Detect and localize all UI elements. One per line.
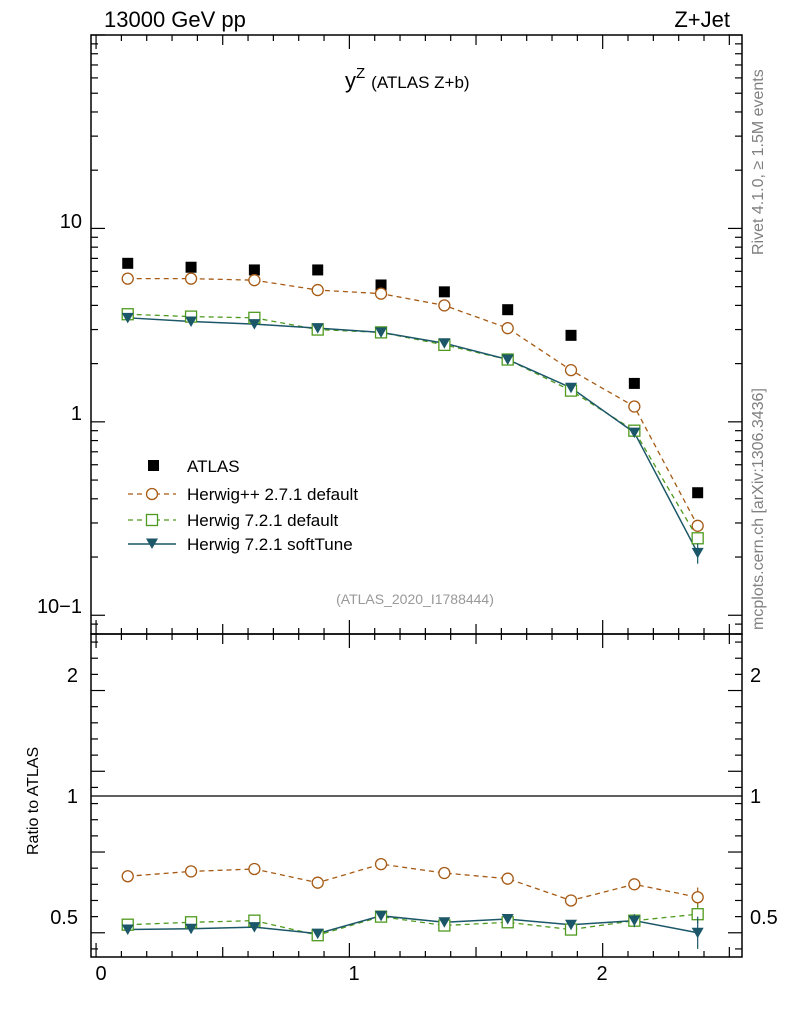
main-ytick-label-1: 1	[71, 403, 82, 425]
ratio-point-softtune	[185, 923, 198, 935]
ratio-line-herwigpp	[127, 863, 698, 902]
main-point-herwigpp	[564, 364, 578, 377]
main-point-softtune	[185, 316, 198, 328]
main-point-atlas	[438, 286, 450, 298]
ratio-ytick-label-0.5-right: 0.5	[750, 907, 778, 929]
ratio-point-herwigpp	[691, 891, 704, 904]
ratio-series-markers	[121, 857, 704, 949]
main-point-herwigpp	[121, 272, 134, 285]
ratio-point-softtune	[628, 915, 641, 927]
main-point-herwigpp	[501, 322, 514, 335]
main-ytick-label-0.1: 10−1	[37, 596, 82, 618]
legend-label-herwig721: Herwig 7.2.1 default	[187, 511, 338, 530]
mcplots-label: mcplots.cern.ch [arXiv:1306.3436]	[750, 388, 767, 630]
plot-title-variable: y	[345, 68, 356, 93]
ratio-point-softtune	[438, 917, 451, 928]
legend-marker-herwigpp	[145, 487, 159, 501]
ratio-point-herwigpp	[628, 878, 641, 891]
main-point-atlas	[692, 487, 704, 499]
main-point-atlas	[375, 279, 387, 291]
main-point-herwigpp	[184, 272, 198, 285]
xtick-label-0: 0	[95, 963, 106, 985]
ratio-ylabel: Ratio to ATLAS	[25, 747, 42, 855]
ratio-point-herwigpp	[501, 872, 514, 885]
ratio-ytick-label-2: 2	[67, 665, 78, 687]
ratio-point-softtune	[565, 919, 578, 931]
main-point-atlas	[628, 377, 640, 389]
main-line-herwig721	[127, 313, 699, 539]
main-point-atlas	[312, 264, 324, 276]
xtick-label-2: 2	[596, 963, 607, 985]
xtick-label-1: 1	[348, 963, 359, 985]
plot-title-superscript: Z	[356, 65, 365, 82]
process-label: Z+Jet	[674, 7, 730, 32]
main-point-softtune	[565, 382, 578, 394]
main-series-lines	[127, 277, 699, 554]
ratio-plot-ticks	[91, 634, 742, 957]
main-point-atlas	[185, 261, 197, 273]
main-point-herwigpp	[691, 519, 704, 532]
ratio-point-softtune	[248, 922, 261, 933]
main-ytick-label-10: 10	[60, 211, 82, 233]
ratio-line-herwig721	[127, 913, 698, 936]
main-point-softtune	[311, 323, 324, 334]
ratio-point-herwigpp	[564, 894, 578, 907]
main-point-softtune	[438, 338, 451, 349]
analysis-label: (ATLAS_2020_I1788444)	[336, 591, 494, 607]
ratio-point-softtune	[501, 914, 514, 925]
rivet-version-label: Rivet 4.1.0, ≥ 1.5M events	[750, 69, 767, 255]
ratio-point-herwigpp	[121, 870, 134, 883]
ratio-point-herwigpp	[248, 862, 261, 876]
main-point-softtune	[248, 319, 261, 330]
ratio-point-softtune	[121, 924, 134, 936]
ratio-ytick-label-1-right: 1	[750, 786, 761, 808]
main-point-herwigpp	[438, 299, 451, 312]
main-point-softtune	[121, 312, 134, 324]
plot-title: yZ (ATLAS Z+b)	[345, 65, 470, 93]
main-ytick-label-0.1-text: 10−1	[37, 596, 82, 618]
main-point-softtune	[628, 427, 641, 439]
main-point-herwigpp	[628, 400, 641, 413]
main-point-atlas	[122, 257, 134, 269]
ratio-point-herwigpp	[311, 876, 324, 889]
main-point-softtune	[375, 327, 388, 338]
ratio-ytick-label-1: 1	[67, 786, 78, 808]
main-line-herwigpp	[127, 277, 699, 527]
main-series-markers	[121, 257, 704, 564]
main-plot-ticks	[91, 34, 742, 635]
ratio-point-softtune	[691, 927, 704, 939]
ratio-point-softtune	[311, 928, 324, 940]
main-point-atlas	[248, 264, 260, 276]
ratio-series-lines	[127, 863, 698, 936]
legend: ATLAS Herwig++ 2.7.1 default Herwig 7.2.…	[128, 457, 358, 554]
legend-label-atlas: ATLAS	[187, 457, 240, 476]
ratio-ytick-label-0.5: 0.5	[50, 907, 78, 929]
legend-marker-herwig721	[145, 513, 159, 527]
ratio-ytick-label-2-right: 2	[750, 665, 761, 687]
ratio-point-herwigpp	[374, 857, 388, 871]
ratio-point-softtune	[375, 910, 388, 922]
main-point-herwig721	[691, 532, 704, 545]
legend-marker-atlas	[148, 460, 159, 471]
ratio-line-softtune	[127, 915, 698, 935]
main-point-herwigpp	[248, 274, 261, 287]
main-point-atlas	[565, 329, 577, 341]
legend-label-softtune: Herwig 7.2.1 softTune	[187, 535, 353, 554]
ratio-point-herwigpp	[438, 866, 451, 880]
legend-marker-softtune	[146, 538, 158, 549]
energy-label: 13000 GeV pp	[104, 7, 246, 32]
main-point-herwigpp	[374, 287, 388, 300]
main-line-softtune	[127, 317, 699, 554]
plot-subtitle: (ATLAS Z+b)	[371, 73, 469, 92]
ratio-point-herwigpp	[184, 865, 198, 878]
main-point-softtune	[501, 354, 514, 366]
legend-label-herwigpp: Herwig++ 2.7.1 default	[187, 485, 358, 504]
main-point-atlas	[502, 304, 514, 316]
main-point-herwigpp	[311, 283, 324, 297]
